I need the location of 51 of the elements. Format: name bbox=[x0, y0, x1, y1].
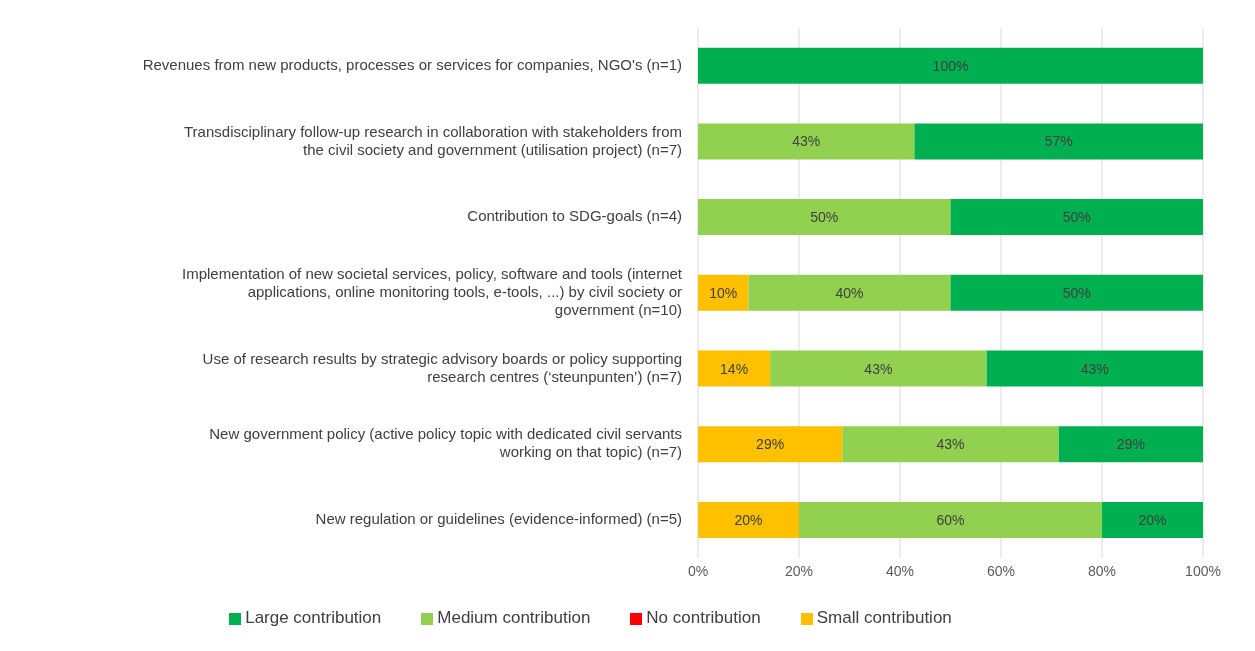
bar bbox=[914, 123, 1203, 160]
data-label: 14% bbox=[720, 360, 749, 377]
data-label: 50% bbox=[1062, 284, 1091, 301]
legend-label: No contribution bbox=[646, 608, 761, 627]
bar bbox=[1058, 426, 1203, 463]
bar bbox=[986, 350, 1203, 387]
bar bbox=[698, 426, 843, 463]
data-label: 20% bbox=[734, 511, 763, 528]
y-tick-label: Use of research results by strategic advisory boards or policy supporting research centres (‘steunpunten’) (n=7) bbox=[202, 349, 682, 385]
x-tick-label: 80% bbox=[1087, 562, 1117, 579]
data-label: 10% bbox=[709, 284, 738, 301]
data-label: 100% bbox=[932, 57, 969, 74]
bar bbox=[799, 501, 1102, 538]
y-tick-label: New regulation or guidelines (evidence-informed) (n=5) bbox=[315, 510, 682, 528]
legend-label: Medium contribution bbox=[437, 608, 591, 627]
legend-label: Large contribution bbox=[245, 608, 382, 627]
bar bbox=[698, 350, 771, 387]
y-tick-label: Transdisciplinary follow-up research in collaboration with stakeholders from the civil society and government (utilisation project) (n=7) bbox=[184, 122, 682, 158]
data-label: 50% bbox=[1062, 209, 1091, 226]
data-label: 29% bbox=[1116, 436, 1145, 453]
data-label: 43% bbox=[792, 133, 821, 150]
bar bbox=[748, 274, 951, 311]
x-tick-label: 60% bbox=[986, 562, 1016, 579]
data-label: 43% bbox=[864, 360, 893, 377]
bar bbox=[698, 199, 951, 236]
bar bbox=[698, 123, 915, 160]
data-label: 50% bbox=[810, 209, 839, 226]
data-label: 60% bbox=[936, 511, 965, 528]
bar bbox=[770, 350, 987, 387]
bar bbox=[950, 199, 1203, 236]
x-tick-label: 100% bbox=[1185, 562, 1221, 579]
bar bbox=[698, 47, 1203, 84]
y-tick-label: Revenues from new products, processes or services for companies, NGO's (n=1) bbox=[142, 55, 682, 73]
data-label: 43% bbox=[936, 436, 965, 453]
data-label: 57% bbox=[1044, 133, 1073, 150]
data-label: 40% bbox=[835, 284, 864, 301]
bar bbox=[842, 426, 1059, 463]
x-tick-label: 40% bbox=[885, 562, 915, 579]
data-label: 20% bbox=[1138, 511, 1167, 528]
bar bbox=[950, 274, 1203, 311]
x-tick-label: 20% bbox=[784, 562, 814, 579]
y-tick-label: New government policy (active policy topic with dedicated civil servants working on that topic) (n=7) bbox=[209, 425, 682, 461]
y-tick-label: Implementation of new societal services, policy, software and tools (internet applications, online monitoring tools, e-tools, ...) by civil society or government (n=10) bbox=[182, 264, 683, 318]
y-tick-label: Contribution to SDG-goals (n=4) bbox=[467, 207, 682, 225]
bar bbox=[698, 501, 799, 538]
bar bbox=[698, 274, 749, 311]
x-tick-label: 0% bbox=[687, 562, 709, 579]
legend-label: Small contribution bbox=[816, 608, 952, 627]
bar bbox=[1102, 501, 1203, 538]
data-label: 43% bbox=[1080, 360, 1109, 377]
data-label: 29% bbox=[756, 436, 785, 453]
